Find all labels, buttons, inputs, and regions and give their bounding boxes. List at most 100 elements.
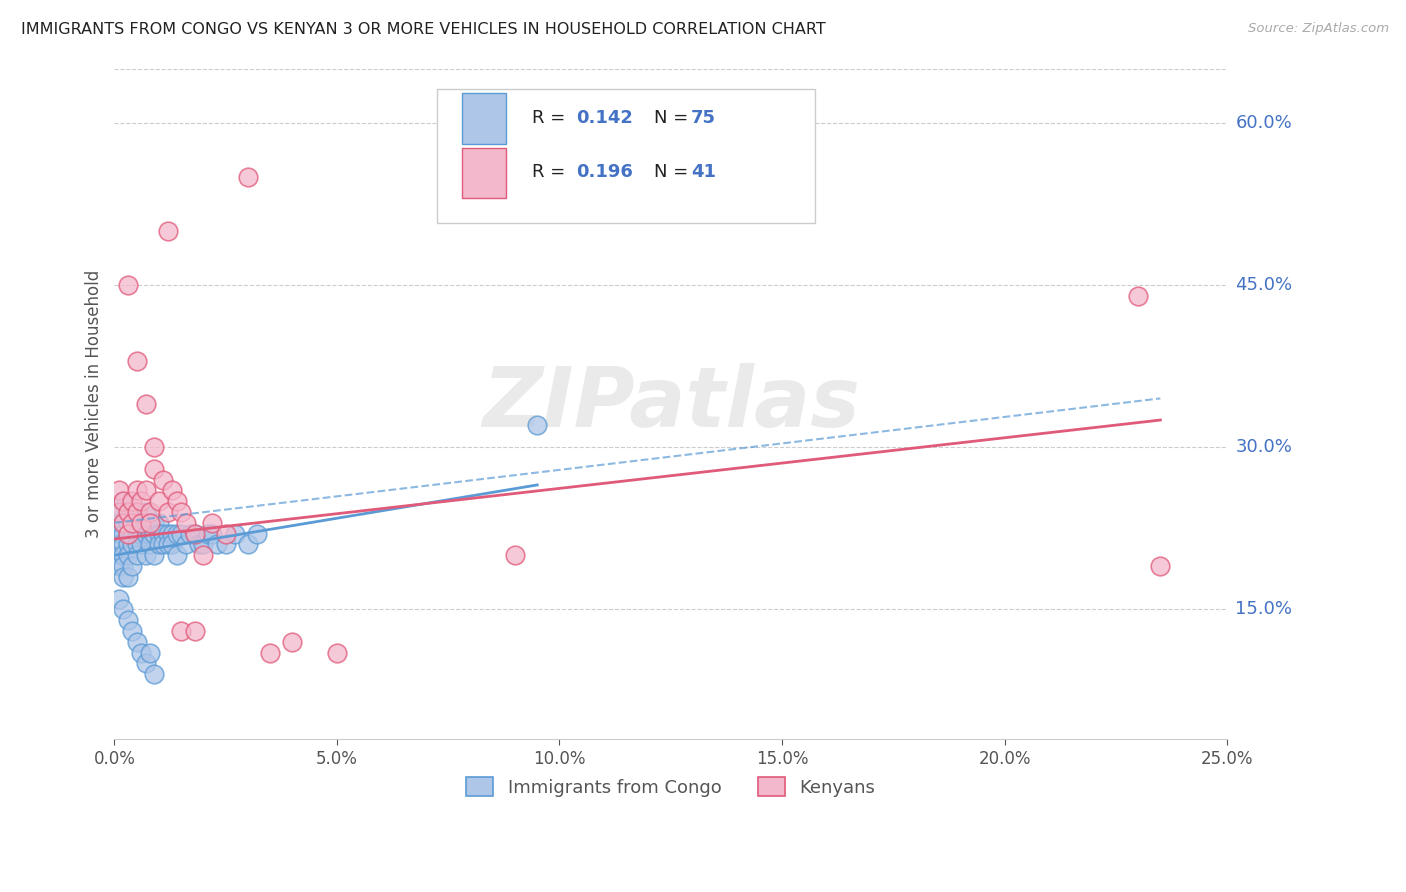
Point [148, 494, 170, 508]
Point [215, 537, 238, 551]
Point [112, 516, 135, 530]
Point [121, 505, 143, 519]
Point [148, 526, 170, 541]
Point [326, 646, 349, 660]
Point [197, 526, 219, 541]
Point [125, 353, 148, 368]
FancyBboxPatch shape [437, 88, 815, 223]
Point [215, 526, 238, 541]
Point [156, 505, 179, 519]
Point [135, 657, 157, 671]
Point [139, 516, 162, 530]
Point [121, 537, 143, 551]
Point [224, 526, 246, 541]
Point [112, 494, 135, 508]
Point [166, 494, 188, 508]
Point [117, 537, 139, 551]
Point [125, 537, 148, 551]
Point [121, 516, 143, 530]
Point [135, 483, 157, 498]
Text: IMMIGRANTS FROM CONGO VS KENYAN 3 OR MORE VEHICLES IN HOUSEHOLD CORRELATION CHAR: IMMIGRANTS FROM CONGO VS KENYAN 3 OR MOR… [21, 22, 825, 37]
Point [108, 505, 131, 519]
Point [143, 440, 166, 454]
Point [179, 526, 201, 541]
Point [121, 494, 143, 508]
Point [112, 570, 135, 584]
Point [148, 537, 170, 551]
Text: 75: 75 [690, 109, 716, 128]
Point [135, 526, 157, 541]
Point [108, 548, 131, 562]
Point [152, 526, 174, 541]
Point [170, 505, 193, 519]
Point [281, 634, 304, 648]
Point [117, 505, 139, 519]
Point [112, 494, 135, 508]
Point [125, 516, 148, 530]
Point [183, 526, 205, 541]
Text: 15.0%: 15.0% [1236, 600, 1292, 618]
Point [117, 516, 139, 530]
Point [193, 548, 215, 562]
Point [174, 516, 197, 530]
FancyBboxPatch shape [461, 94, 506, 144]
Point [143, 667, 166, 681]
Point [143, 516, 166, 530]
Point [139, 537, 162, 551]
Point [143, 461, 166, 475]
Point [125, 505, 148, 519]
Point [246, 526, 269, 541]
Point [162, 526, 184, 541]
Point [139, 646, 162, 660]
Point [183, 624, 205, 638]
Point [156, 537, 179, 551]
Point [135, 505, 157, 519]
Point [135, 516, 157, 530]
Point [135, 397, 157, 411]
Point [139, 516, 162, 530]
Point [152, 537, 174, 551]
Legend: Immigrants from Congo, Kenyans: Immigrants from Congo, Kenyans [460, 770, 883, 804]
Point [143, 548, 166, 562]
Text: R =: R = [531, 163, 571, 181]
Point [129, 526, 152, 541]
Text: 0.196: 0.196 [576, 163, 633, 181]
Point [121, 559, 143, 574]
Point [156, 526, 179, 541]
Point [156, 224, 179, 238]
Point [108, 591, 131, 606]
Point [117, 526, 139, 541]
Point [108, 526, 131, 541]
Point [170, 624, 193, 638]
Text: ZIPatlas: ZIPatlas [482, 363, 859, 444]
Point [170, 526, 193, 541]
Point [201, 526, 224, 541]
Point [112, 559, 135, 574]
Point [166, 526, 188, 541]
Point [108, 483, 131, 498]
Point [166, 548, 188, 562]
Point [125, 634, 148, 648]
Text: R =: R = [531, 109, 571, 128]
Point [117, 613, 139, 627]
Point [125, 483, 148, 498]
Point [205, 537, 228, 551]
Point [108, 537, 131, 551]
Point [259, 646, 281, 660]
Point [135, 548, 157, 562]
Point [129, 646, 152, 660]
Text: N =: N = [654, 163, 695, 181]
Point [183, 526, 205, 541]
Point [129, 516, 152, 530]
Text: Source: ZipAtlas.com: Source: ZipAtlas.com [1249, 22, 1389, 36]
Point [117, 505, 139, 519]
Point [129, 516, 152, 530]
Point [125, 526, 148, 541]
Point [112, 548, 135, 562]
FancyBboxPatch shape [461, 148, 506, 198]
Point [125, 548, 148, 562]
Point [112, 602, 135, 616]
Point [174, 537, 197, 551]
Point [143, 526, 166, 541]
Point [121, 624, 143, 638]
